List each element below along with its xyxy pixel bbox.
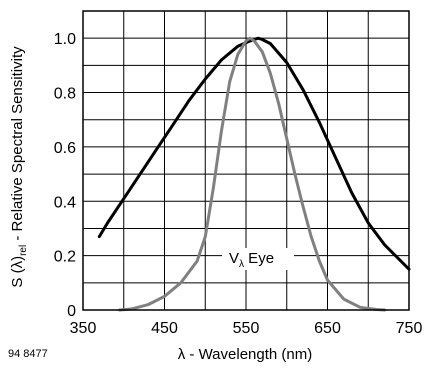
y-tick-label: 1.0 bbox=[54, 31, 76, 48]
x-tick-label: 750 bbox=[396, 320, 423, 337]
annotation-rest: Eye bbox=[244, 250, 274, 267]
y-tick-labels: 0 0.2 0.4 0.6 0.8 1.0 bbox=[54, 31, 76, 320]
y-axis-label-subscript: rel bbox=[18, 245, 29, 256]
x-tick-label: 550 bbox=[233, 320, 260, 337]
eye-sensitivity-line bbox=[118, 36, 387, 312]
y-tick-label: 0.2 bbox=[54, 249, 76, 266]
annotation-text: Vλ Eye bbox=[229, 250, 274, 270]
y-tick-label: 0.8 bbox=[54, 86, 76, 103]
x-axis-label: λ - Wavelength (nm) bbox=[178, 346, 312, 363]
y-axis-label: S (λ)rel - Relative Spectral Sensitivity bbox=[9, 46, 29, 288]
curves bbox=[97, 36, 411, 312]
annotation-subscript: λ bbox=[239, 259, 244, 270]
grid bbox=[83, 11, 409, 310]
x-tick-labels: 350 450 550 650 750 bbox=[70, 320, 423, 337]
annotation-main: V bbox=[229, 250, 239, 267]
x-tick-label: 650 bbox=[314, 320, 341, 337]
y-axis-label-main: S (λ) bbox=[9, 256, 26, 288]
annotation-background bbox=[222, 248, 294, 270]
plot-frame bbox=[82, 10, 410, 311]
figure-number: 94 8477 bbox=[8, 348, 48, 360]
x-tick-label: 450 bbox=[151, 320, 178, 337]
y-tick-label: 0.6 bbox=[54, 140, 76, 157]
y-tick-label: 0 bbox=[67, 303, 76, 320]
y-tick-label: 0.4 bbox=[54, 194, 76, 211]
sensor-sensitivity-line bbox=[97, 36, 411, 271]
y-axis-label-rest: - Relative Spectral Sensitivity bbox=[9, 46, 26, 245]
x-tick-label: 350 bbox=[70, 320, 97, 337]
v-lambda-eye-label: Vλ Eye bbox=[222, 248, 294, 270]
